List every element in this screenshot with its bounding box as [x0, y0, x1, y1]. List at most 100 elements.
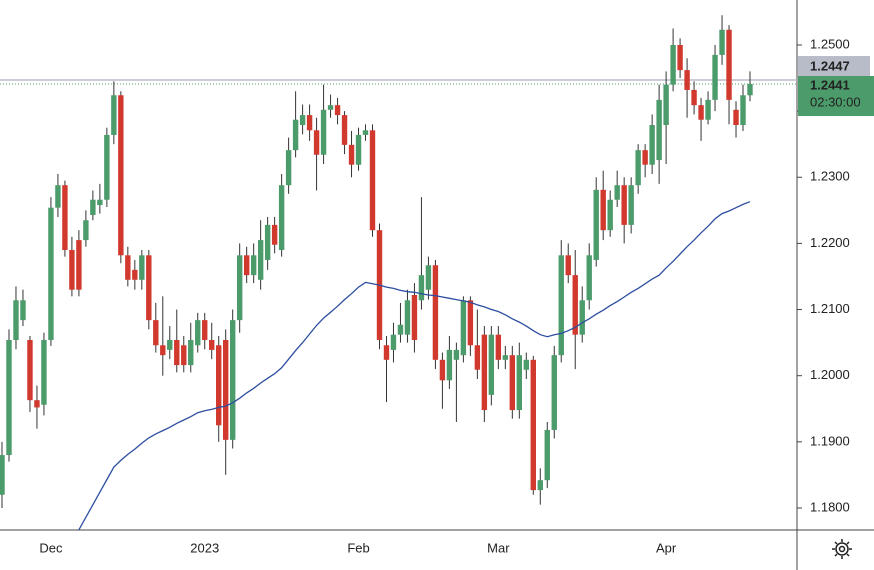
candle-body	[390, 334, 397, 350]
candle-body	[153, 320, 159, 346]
candle-body	[202, 320, 208, 340]
candle-body	[663, 84, 669, 126]
candle-body	[132, 269, 138, 280]
candle-body	[264, 224, 271, 260]
candle-body	[495, 334, 502, 360]
candle-body	[20, 300, 26, 321]
candle-body	[691, 89, 697, 106]
candle-body	[334, 105, 341, 116]
current-price-label: 1.2441	[810, 77, 850, 92]
candle-body	[257, 240, 264, 280]
candle-body	[516, 355, 523, 411]
candle-body	[397, 324, 404, 335]
candle-body	[327, 105, 334, 110]
candle-body	[292, 119, 299, 151]
candle-body	[523, 359, 529, 370]
price-line-box	[798, 56, 870, 78]
candle-body	[558, 255, 564, 356]
candle-body	[341, 115, 348, 145]
candle-body	[34, 400, 40, 408]
candle-body	[600, 189, 606, 231]
moving-average-line	[78, 201, 751, 531]
x-tick-label: Dec	[39, 540, 63, 555]
candle-body	[740, 95, 746, 126]
y-tick-label: 1.2000	[810, 367, 850, 382]
current-price-box	[798, 76, 874, 117]
candle-body	[348, 144, 355, 165]
candle-body	[313, 130, 320, 155]
y-tick-label: 1.2200	[810, 235, 850, 250]
candle-body	[229, 320, 236, 440]
candle-body	[48, 207, 54, 340]
candle-body	[446, 349, 453, 381]
candle-body	[104, 134, 110, 200]
candle-body	[509, 355, 516, 411]
candle-body	[747, 84, 753, 96]
candle-body	[299, 115, 306, 126]
y-tick-label: 1.2500	[810, 36, 850, 51]
candles	[0, 15, 753, 508]
candle-body	[649, 125, 655, 165]
candle-body	[355, 134, 362, 165]
candle-body	[90, 199, 96, 215]
candle-body	[41, 339, 47, 405]
candle-body	[223, 339, 229, 440]
candle-body	[195, 320, 201, 346]
candle-body	[125, 255, 131, 280]
candle-body	[62, 185, 68, 251]
candle-body	[530, 359, 536, 491]
candle-body	[635, 150, 641, 186]
candle-body	[726, 29, 732, 100]
candle-body	[243, 255, 250, 276]
candle-body	[362, 130, 369, 135]
candle-body	[488, 334, 495, 395]
candle-body	[418, 275, 425, 301]
candle-body	[607, 199, 613, 231]
candle-body	[278, 185, 285, 251]
candle-body	[167, 339, 173, 350]
candle-body	[586, 255, 592, 301]
candle-body	[139, 255, 145, 280]
candle-body	[628, 185, 634, 225]
candle-body	[250, 255, 257, 276]
y-tick-label: 1.2100	[810, 301, 850, 316]
candle-body	[174, 339, 180, 366]
candle-body	[285, 150, 292, 186]
candle-body	[733, 109, 739, 126]
candle-body	[236, 255, 243, 321]
candle-body	[677, 44, 683, 71]
candle-body	[593, 189, 599, 260]
candle-body	[544, 429, 550, 481]
candle-body	[383, 345, 390, 360]
candle-body	[111, 95, 117, 135]
candle-body	[320, 109, 327, 155]
settings-icon[interactable]	[832, 539, 852, 559]
candle-body	[621, 185, 627, 225]
candle-body	[271, 224, 278, 245]
x-tick-label: Mar	[487, 540, 510, 555]
candle-body	[614, 185, 620, 200]
candle-body	[460, 300, 467, 356]
candle-body	[656, 99, 662, 161]
candle-body	[425, 265, 432, 290]
candle-body	[6, 339, 12, 456]
candle-body	[76, 240, 82, 290]
candle-body	[83, 220, 89, 241]
candle-body	[432, 265, 439, 360]
x-tick-label: Feb	[347, 540, 369, 555]
candle-body	[181, 345, 187, 366]
candle-body	[146, 255, 152, 321]
y-tick-label: 1.2300	[810, 169, 850, 184]
candle-body	[642, 150, 648, 165]
candle-body	[481, 334, 488, 411]
candle-body	[404, 300, 411, 335]
candle-body	[453, 349, 460, 360]
candle-body	[467, 300, 474, 346]
x-tick-label: 2023	[190, 540, 219, 555]
gear-ring	[835, 542, 849, 556]
candle-body	[572, 275, 578, 335]
candle-body	[439, 359, 446, 381]
candle-body	[160, 345, 166, 356]
